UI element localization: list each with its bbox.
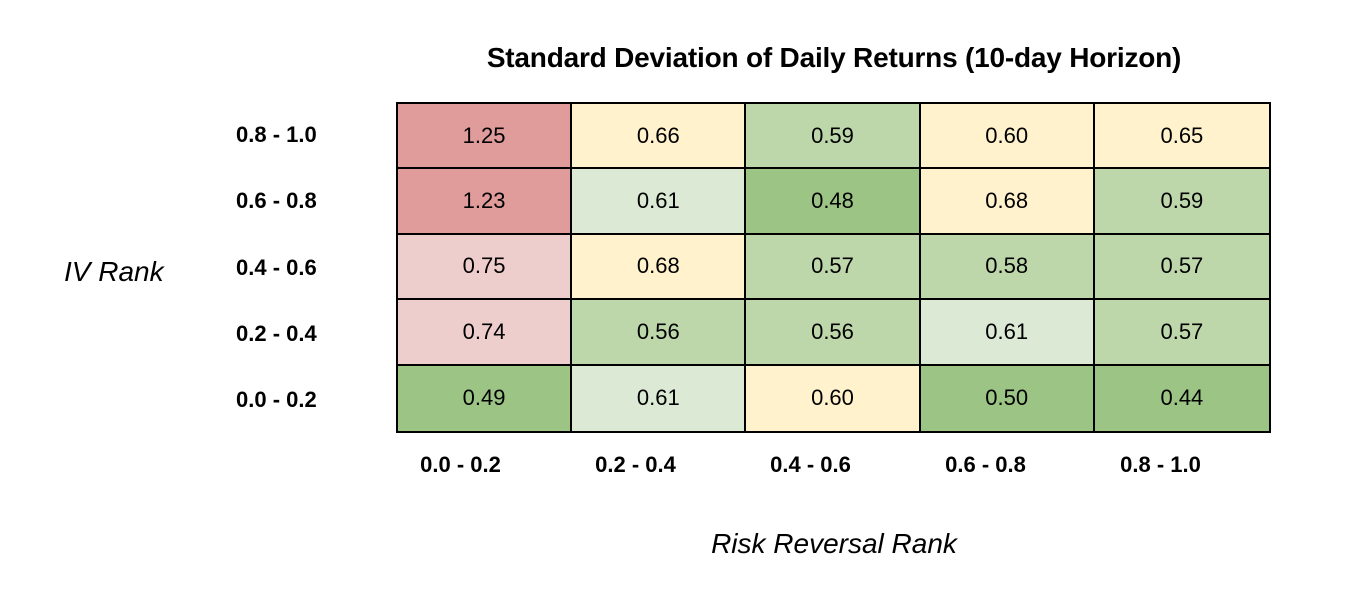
heatmap-cell: 0.56	[746, 300, 921, 366]
heatmap-cell: 0.57	[746, 234, 921, 301]
y-tick-label: 0.4 - 0.6	[236, 254, 317, 280]
heatmap-cell: 0.66	[572, 104, 747, 170]
heatmap-cell: 0.44	[1094, 365, 1269, 431]
heatmap-cell: 0.65	[1094, 104, 1269, 170]
heatmap-cell: 0.59	[746, 104, 921, 170]
heatmap-cell: 0.50	[920, 365, 1095, 431]
heatmap-cell: 0.60	[746, 365, 921, 431]
x-tick-label: 0.0 - 0.2	[420, 452, 501, 477]
heatmap-cell: 1.23	[398, 169, 573, 235]
x-tick-label: 0.2 - 0.4	[595, 452, 676, 477]
heatmap-cell: 0.59	[1094, 169, 1269, 235]
heatmap-cell: 0.60	[920, 104, 1095, 170]
heatmap-cell: 1.25	[398, 104, 573, 170]
heatmap-cell: 0.48	[746, 169, 921, 235]
heatmap-cell: 0.74	[398, 300, 573, 366]
heatmap-cell: 0.75	[398, 234, 573, 301]
heatmap-cell: 0.68	[920, 169, 1095, 235]
y-tick-label: 0.8 - 1.0	[236, 122, 317, 148]
x-tick-label: 0.4 - 0.6	[770, 452, 851, 477]
heatmap-cell: 0.61	[572, 365, 747, 431]
heatmap-cell: 0.61	[920, 300, 1095, 366]
heatmap-cell: 0.57	[1094, 300, 1269, 366]
chart-title: Standard Deviation of Daily Returns (10-…	[486, 42, 1182, 73]
heatmap-cell: 0.58	[920, 234, 1095, 301]
heatmap-cell: 0.57	[1094, 234, 1269, 301]
heatmap-cell: 0.68	[572, 234, 747, 301]
x-tick-label: 0.6 - 0.8	[945, 452, 1026, 477]
heatmap-cell: 0.56	[572, 300, 747, 366]
x-axis-label: Risk Reversal Rank	[711, 528, 957, 559]
heatmap-grid: 1.25 0.66 0.59 0.60 0.65 1.23 0.61 0.48 0.68 0.59…	[396, 102, 1271, 433]
heatmap-cell: 0.49	[398, 365, 573, 431]
x-tick-label: 0.8 - 1.0	[1120, 452, 1201, 477]
heatmap-cell: 0.61	[572, 169, 747, 235]
y-tick-label: 0.2 - 0.4	[236, 320, 317, 346]
y-tick-label: 0.6 - 0.8	[236, 188, 317, 214]
y-axis-label: IV Rank	[64, 256, 164, 287]
y-tick-label: 0.0 - 0.2	[236, 386, 317, 412]
